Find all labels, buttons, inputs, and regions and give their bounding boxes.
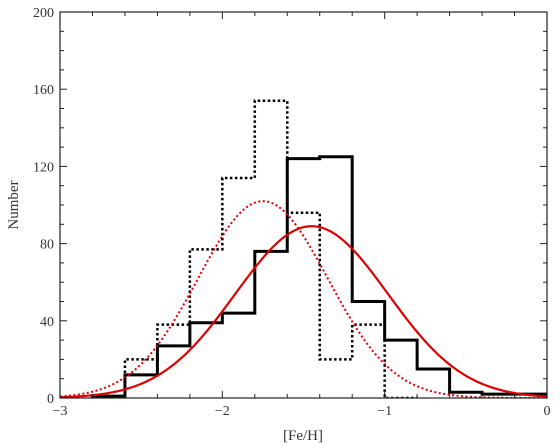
gaussian-fit-solid: [60, 225, 547, 398]
y-tick-label: 40: [40, 315, 54, 330]
x-tick-label: −2: [215, 404, 230, 419]
y-tick-label: 200: [33, 6, 54, 21]
histogram-solid: [90, 155, 547, 398]
x-axis-label: [Fe/H]: [283, 428, 323, 444]
histogram-dotted: [123, 99, 418, 398]
plot-frame: [59, 11, 548, 399]
y-tick-label: 120: [33, 160, 54, 175]
plot-area: [60, 99, 547, 398]
y-tick-label: 0: [47, 392, 54, 407]
x-tick-label: −1: [377, 404, 392, 419]
gaussian-fit-dotted: [60, 200, 547, 398]
x-tick-label: 0: [544, 404, 551, 419]
y-axis-label: Number: [6, 180, 22, 229]
y-tick-label: 80: [40, 238, 54, 253]
y-tick-label: 160: [33, 83, 54, 98]
x-tick-label: −3: [53, 404, 68, 419]
